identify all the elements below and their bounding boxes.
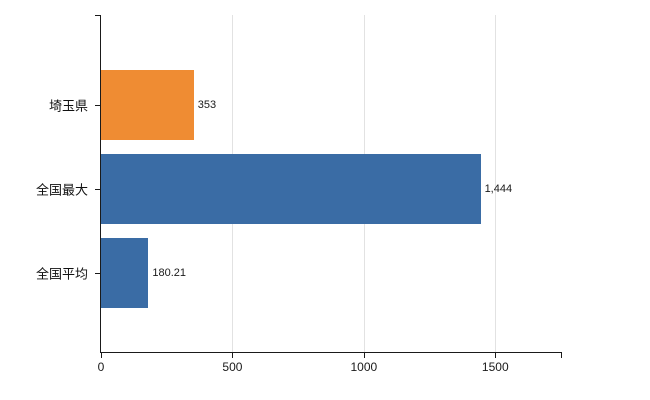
x-axis-tick-label: 1500 [481,360,509,374]
y-axis-category-labels: 埼玉県全国最大全国平均 [0,0,94,400]
x-axis-tick-label: 500 [222,360,243,374]
category-label: 全国最大 [35,182,88,198]
plot-area: 353 1,444 180.21 0 500 1000 1500 [95,15,562,374]
x-axis-tick [101,352,102,358]
bar-1 [101,154,481,224]
bar-value-label: 180.21 [152,267,187,279]
x-axis-tick-label: 0 [97,360,105,374]
x-axis-tick [232,352,234,358]
y-axis-tick [95,189,101,190]
x-axis-tick [363,352,365,358]
y-axis-tick [95,273,101,274]
y-axis-end-tick [95,15,101,16]
x-axis-tick-label: 1000 [350,360,378,374]
bar-value-label: 353 [197,99,217,111]
category-label: 埼玉県 [48,98,88,114]
category-label: 全国平均 [35,266,88,282]
x-axis-tick [495,352,497,358]
bar-value-label: 1,444 [484,183,513,195]
y-axis-tick [95,105,101,106]
bar-2 [101,238,149,308]
bar-0 [101,70,194,140]
gridline [495,15,497,352]
x-axis-end-tick [561,352,562,358]
